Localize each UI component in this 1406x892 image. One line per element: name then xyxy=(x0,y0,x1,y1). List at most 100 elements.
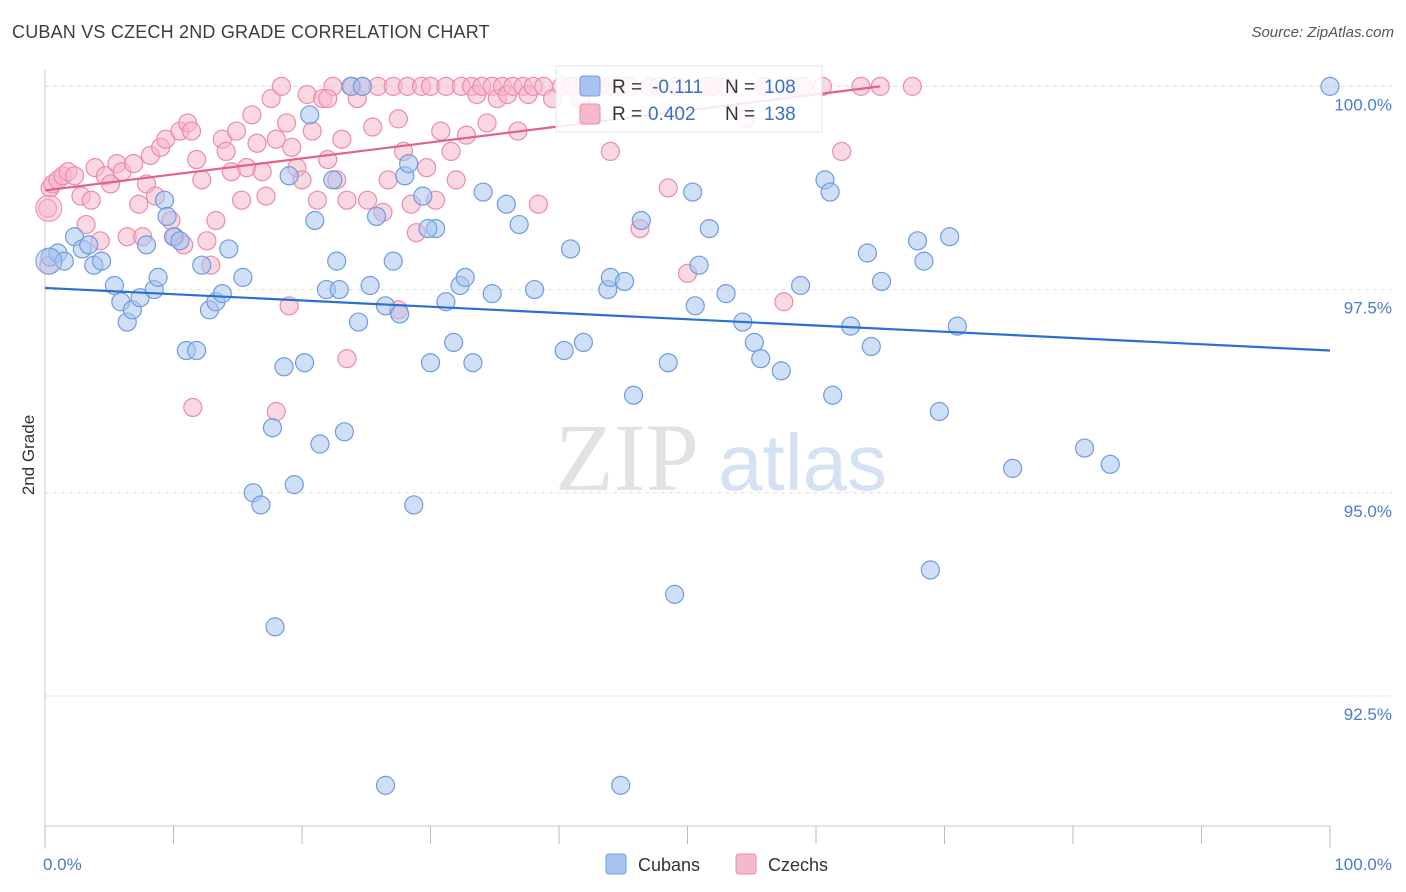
legend-swatch-czechs xyxy=(579,103,601,125)
cubans-point-83 xyxy=(744,332,764,353)
czechs-point-54 xyxy=(302,121,322,141)
cubans-point-100 xyxy=(1003,458,1023,478)
cubans-point-80 xyxy=(699,219,719,239)
cubans-point-75 xyxy=(631,210,651,231)
cubans-point-79 xyxy=(689,255,709,275)
cubans-point-96 xyxy=(920,560,940,580)
czechs-point-large-a xyxy=(35,194,63,222)
watermark: ZIP atlas xyxy=(555,404,887,511)
cubans-point-62 xyxy=(463,353,483,373)
cubans-point-21 xyxy=(187,340,207,361)
cubans-point-51 xyxy=(390,304,410,324)
cubans-point-97 xyxy=(929,401,949,422)
cubans-point-5 xyxy=(79,235,99,255)
cubans-point-16 xyxy=(154,190,175,210)
czechs-point-130 xyxy=(337,349,357,369)
cubans-point-89 xyxy=(823,385,843,405)
czechs-point-124 xyxy=(851,76,871,96)
czechs-point-129 xyxy=(279,296,299,316)
cubans-point-67 xyxy=(554,340,574,361)
cubans-point-105 xyxy=(524,279,545,300)
czechs-point-30 xyxy=(181,121,202,141)
czechs-point-48 xyxy=(271,76,292,96)
y-tick-labels: 92.5% 95.0% 97.5% 100.0% xyxy=(1334,95,1392,724)
y-tick-label-3: 100.0% xyxy=(1334,95,1392,114)
czechs-point-80 xyxy=(431,121,451,141)
czechs-point-61 xyxy=(337,190,357,210)
cubans-point-69 xyxy=(573,332,594,353)
cubans-point-46 xyxy=(360,275,380,296)
czechs-point-71 xyxy=(388,109,408,129)
legend-r-value-cubans: -0.111 xyxy=(652,77,703,98)
czechs-point-77 xyxy=(417,158,437,178)
cubans-point-32 xyxy=(274,357,294,377)
cubans-point-73 xyxy=(611,775,631,795)
cubans-point-53 xyxy=(399,153,419,174)
cubans-point-85 xyxy=(771,361,791,381)
watermark-atlas: atlas xyxy=(718,418,887,507)
czechs-point-55 xyxy=(307,190,328,210)
czechs-point-45 xyxy=(256,186,276,206)
cubans-point-29 xyxy=(251,495,271,515)
cubans-point-17 xyxy=(157,206,177,227)
y-tick-label-0: 92.5% xyxy=(1344,705,1392,724)
cubans-point-47 xyxy=(366,206,387,227)
czechs-point-57 xyxy=(318,149,338,170)
cubans-point-41 xyxy=(327,251,347,271)
cubans-point-7 xyxy=(91,251,112,271)
cubans-point-88 xyxy=(820,182,840,202)
cubans-point-26 xyxy=(219,239,239,259)
y-axis-title: 2nd Grade xyxy=(19,415,38,495)
czechs-point-99 xyxy=(528,194,549,214)
cubans-point-81 xyxy=(716,284,736,304)
cubans-point-64 xyxy=(482,284,502,304)
cubans-point-76 xyxy=(658,353,678,373)
czechs-point-32 xyxy=(192,170,212,190)
czechs-point-49 xyxy=(276,113,297,133)
czechs-point-113 xyxy=(658,178,678,198)
cubans-point-large-a xyxy=(35,247,63,275)
cubans-point-66 xyxy=(509,214,529,235)
legend-n-label-czechs: N = xyxy=(725,104,755,125)
legend-swatch-cubans xyxy=(579,75,601,97)
cubans-point-42 xyxy=(334,422,355,442)
cubans-point-86 xyxy=(790,275,811,296)
cubans-point-94 xyxy=(907,231,928,251)
cubans-point-40 xyxy=(323,170,343,190)
czechs-point-60 xyxy=(332,129,352,149)
gridlines xyxy=(45,85,1392,697)
czechs-point-127 xyxy=(183,397,203,418)
correlation-legend: R = -0.111 N = 108 R = 0.402 N = 138 xyxy=(555,65,823,133)
czechs-point-35 xyxy=(206,210,226,231)
czechs-point-39 xyxy=(226,121,247,141)
cubans-point-45 xyxy=(352,76,372,96)
czechs-point-46 xyxy=(261,88,281,109)
cubans-points xyxy=(35,76,1340,795)
cubans-point-107 xyxy=(685,296,705,316)
cubans-point-15 xyxy=(148,267,168,287)
cubans-point-106 xyxy=(418,219,438,239)
cubans-point-98 xyxy=(940,227,960,247)
czechs-point-66 xyxy=(363,117,383,137)
legend-n-value-czechs: 138 xyxy=(764,104,796,125)
czechs-point-123 xyxy=(832,141,852,162)
cubans-point-101 xyxy=(1074,438,1095,458)
czechs-point-128 xyxy=(266,401,286,422)
czechs-point-31 xyxy=(187,149,207,170)
czechs-point-40 xyxy=(232,190,252,210)
series-legend-label-czechs: Czechs xyxy=(768,855,828,875)
cubans-point-74 xyxy=(623,385,644,405)
czechs-point-82 xyxy=(441,141,461,162)
cubans-point-13 xyxy=(136,235,157,255)
czechs-point-37 xyxy=(216,141,236,162)
y-tick-label-1: 95.0% xyxy=(1344,502,1392,521)
legend-n-value-cubans: 108 xyxy=(764,77,796,98)
cubans-point-103 xyxy=(1320,76,1340,96)
cubans-point-77 xyxy=(665,584,685,604)
series-legend-label-cubans: Cubans xyxy=(638,855,700,875)
cubans-point-63 xyxy=(473,182,493,202)
czechs-point-85 xyxy=(456,125,477,145)
cubans-point-49 xyxy=(375,775,396,795)
series-legend-swatch-czechs xyxy=(735,853,757,875)
cubans-point-34 xyxy=(284,475,304,495)
